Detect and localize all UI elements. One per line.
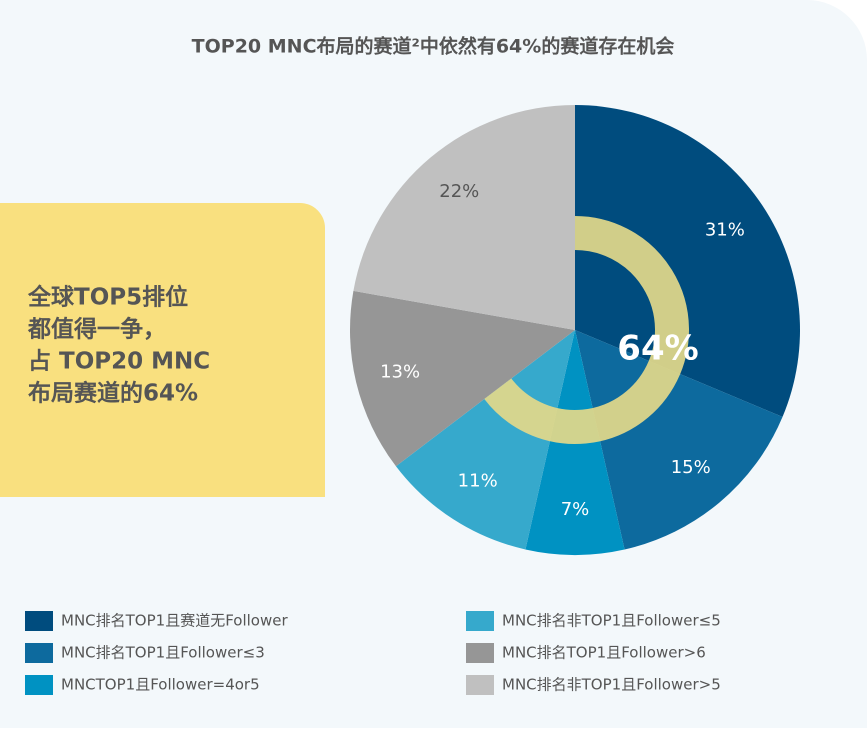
pie: 31% 15% 7% 11% 13% 22% 64% xyxy=(350,105,801,555)
legend-label: MNC排名TOP1且Follower>6 xyxy=(502,644,706,662)
legend-label: MNC排名TOP1且赛道无Follower xyxy=(61,612,288,630)
value-label: 31% xyxy=(705,219,745,240)
value-label: 15% xyxy=(671,457,711,478)
pie-slice xyxy=(575,330,783,550)
legend-swatch xyxy=(466,611,494,631)
chart-title: TOP20 MNC布局的赛道²中依然有64%的赛道存在机会 xyxy=(192,35,675,58)
callout-line: 占 TOP20 MNC xyxy=(28,349,210,375)
value-label: 7% xyxy=(561,499,590,520)
value-label: 13% xyxy=(380,361,420,382)
callout-line: 全球TOP5排位 xyxy=(27,284,188,311)
legend-swatch xyxy=(25,611,53,631)
legend-swatch xyxy=(466,675,494,695)
callout-line: 都值得一争， xyxy=(27,316,166,343)
legend-swatch xyxy=(25,643,53,663)
pie-slice xyxy=(353,105,575,330)
pie-slice xyxy=(350,290,575,467)
callout-box xyxy=(0,203,325,497)
value-label: 22% xyxy=(439,181,479,202)
legend-swatch xyxy=(25,675,53,695)
value-label: 11% xyxy=(458,470,498,491)
legend: MNC排名TOP1且赛道无Follower MNC排名TOP1且Follower≤… xyxy=(25,611,721,695)
legend-swatch xyxy=(466,643,494,663)
pie-slice xyxy=(575,105,801,417)
callout-line: 布局赛道的64% xyxy=(28,380,198,407)
highlight-ring xyxy=(484,216,689,444)
legend-label: MNCTOP1且Follower=4or5 xyxy=(61,676,260,694)
legend-label: MNC排名非TOP1且Follower≤5 xyxy=(502,612,721,630)
legend-label: MNC排名非TOP1且Follower>5 xyxy=(502,676,721,694)
highlight-label: 64% xyxy=(617,329,698,369)
pie-slice xyxy=(395,330,575,550)
legend-label: MNC排名TOP1且Follower≤3 xyxy=(61,644,265,662)
